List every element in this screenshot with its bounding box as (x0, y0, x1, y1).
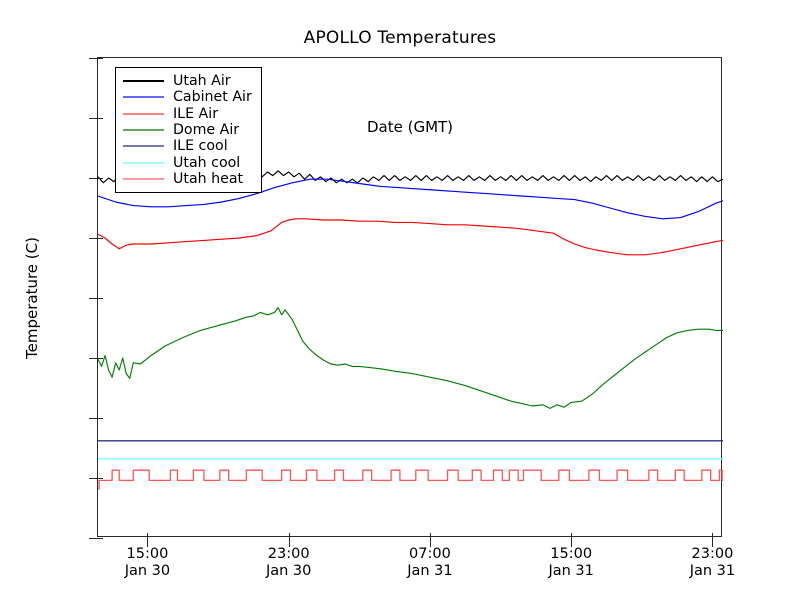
plot-area: Temperature (C) Date (GMT) -10-505101520… (23, 57, 735, 579)
legend-entry[interactable]: Cabinet Air (123, 89, 252, 105)
series-dome-air (98, 307, 723, 409)
x-tick-mark-inner (429, 533, 431, 538)
x-tick-label-time: 15:00 (126, 546, 169, 562)
y-tick-mark (89, 118, 98, 119)
chart-title: APOLLO Temperatures (303, 28, 497, 48)
legend-color-swatch (123, 129, 164, 132)
legend-label: Utah heat (173, 170, 244, 187)
y-tick-mark-inner (98, 58, 103, 59)
y-tick-mark-inner (98, 118, 103, 119)
x-tick-mark (288, 538, 290, 547)
x-tick-label: 23:00 Jan 30 (266, 546, 311, 579)
y-tick-mark (89, 58, 98, 59)
x-tick-label-time: 15:00 (550, 546, 593, 562)
y-tick-mark (89, 238, 98, 239)
y-tick-mark (89, 358, 98, 359)
chart-legend: Utah Air Cabinet Air ILE Air Dome Air ILE co… (115, 67, 262, 194)
x-tick-mark-inner (571, 533, 573, 538)
legend-label: Dome Air (173, 121, 240, 138)
x-tick-mark-inner (712, 533, 714, 538)
x-tick-label-date: Jan 30 (265, 562, 312, 579)
legend-label: Utah cool (173, 154, 241, 171)
x-tick-mark (147, 538, 149, 547)
x-tick-mark-inner (147, 533, 149, 538)
legend-color-swatch (123, 80, 164, 83)
x-tick-label-time: 07:00 (409, 546, 451, 562)
legend-label: Utah Air (173, 73, 231, 90)
y-axis-title: Temperature (C) (23, 237, 41, 359)
y-tick-mark-inner (98, 238, 103, 239)
x-tick-label-date: Jan 30 (124, 562, 171, 579)
x-tick-label-date: Jan 31 (407, 562, 453, 579)
y-tick-mark (89, 478, 98, 479)
legend-entry[interactable]: Utah cool (123, 154, 252, 170)
y-tick-mark-inner (98, 178, 103, 179)
series-cabinet-air (98, 178, 723, 220)
x-tick-label-time: 23:00 (691, 546, 734, 562)
x-tick-label: 23:00 Jan 31 (690, 546, 735, 579)
x-tick-mark (712, 538, 714, 547)
x-tick-label: 15:00 Jan 30 (125, 546, 170, 579)
y-tick-mark (89, 178, 98, 179)
x-tick-label: 07:00 Jan 31 (407, 546, 452, 579)
legend-label: Cabinet Air (173, 89, 252, 106)
x-axis-title: Date (GMT) (366, 118, 454, 136)
x-tick-mark-inner (288, 533, 290, 538)
legend-label: ILE Air (173, 105, 219, 122)
y-tick-mark-inner (98, 298, 103, 299)
x-tick-label-date: Jan 31 (689, 562, 736, 579)
y-tick-mark (89, 418, 98, 419)
legend-color-swatch (123, 161, 164, 164)
x-tick-mark (571, 538, 573, 547)
x-tick-label-time: 23:00 (267, 546, 310, 562)
legend-color-swatch (123, 112, 164, 115)
y-tick-mark (89, 298, 98, 299)
series-utah-heat (98, 469, 723, 490)
y-tick-mark-inner (98, 478, 103, 479)
series-ile-air (98, 218, 723, 256)
legend-entry[interactable]: ILE cool (123, 138, 252, 154)
plot-svg (98, 170, 723, 490)
x-tick-label-date: Jan 31 (548, 562, 594, 579)
legend-entry[interactable]: Utah heat (123, 171, 252, 187)
legend-label: ILE cool (173, 138, 228, 155)
x-tick-mark (429, 538, 431, 547)
y-tick-mark-inner (98, 538, 103, 539)
legend-color-swatch (123, 145, 164, 148)
legend-entry[interactable]: Utah Air (123, 73, 252, 89)
y-tick-mark-inner (98, 358, 103, 359)
x-tick-label: 15:00 Jan 31 (548, 546, 593, 579)
legend-entry[interactable]: Dome Air (123, 122, 252, 138)
legend-color-swatch (123, 96, 164, 99)
y-tick-mark (89, 538, 98, 539)
legend-entry[interactable]: ILE Air (123, 106, 252, 122)
y-tick-mark-inner (98, 418, 103, 419)
legend-color-swatch (123, 177, 164, 180)
